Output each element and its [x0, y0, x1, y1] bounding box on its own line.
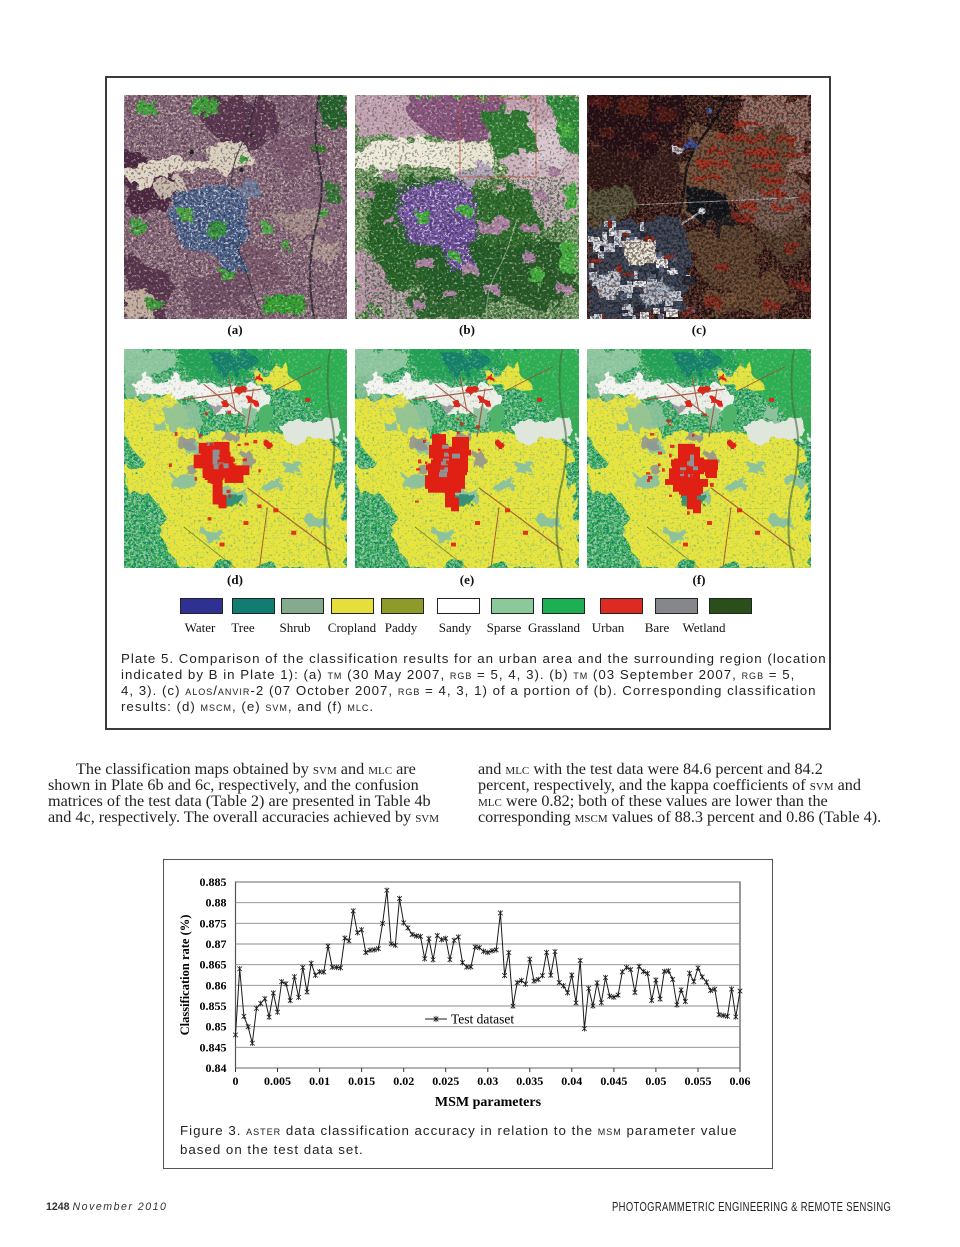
svg-text:Test dataset: Test dataset — [451, 1012, 514, 1027]
svg-text:0.055: 0.055 — [685, 1074, 712, 1088]
svg-text:0.845: 0.845 — [200, 1040, 227, 1054]
svg-text:0.045: 0.045 — [600, 1074, 627, 1088]
svg-text:0.85: 0.85 — [206, 1020, 227, 1034]
svg-text:0.015: 0.015 — [348, 1074, 375, 1088]
svg-text:MSM parameters: MSM parameters — [435, 1095, 542, 1110]
svg-text:0.025: 0.025 — [432, 1074, 459, 1088]
svg-text:0.875: 0.875 — [200, 916, 227, 930]
svg-text:0.87: 0.87 — [206, 937, 227, 951]
svg-text:0.865: 0.865 — [200, 958, 227, 972]
svg-text:0.84: 0.84 — [206, 1061, 227, 1075]
svg-text:0.06: 0.06 — [730, 1074, 751, 1088]
svg-text:0.885: 0.885 — [200, 875, 227, 889]
svg-text:0: 0 — [233, 1074, 239, 1088]
svg-text:0.88: 0.88 — [206, 896, 227, 910]
svg-text:0.03: 0.03 — [477, 1074, 498, 1088]
svg-text:0.035: 0.035 — [516, 1074, 543, 1088]
svg-text:0.005: 0.005 — [264, 1074, 291, 1088]
svg-text:0.86: 0.86 — [206, 978, 227, 992]
svg-text:0.05: 0.05 — [645, 1074, 666, 1088]
svg-text:0.01: 0.01 — [309, 1074, 330, 1088]
svg-text:Classification rate (%): Classification rate (%) — [178, 915, 192, 1036]
svg-text:0.855: 0.855 — [200, 999, 227, 1013]
svg-text:0.02: 0.02 — [393, 1074, 414, 1088]
svg-text:0.04: 0.04 — [561, 1074, 582, 1088]
